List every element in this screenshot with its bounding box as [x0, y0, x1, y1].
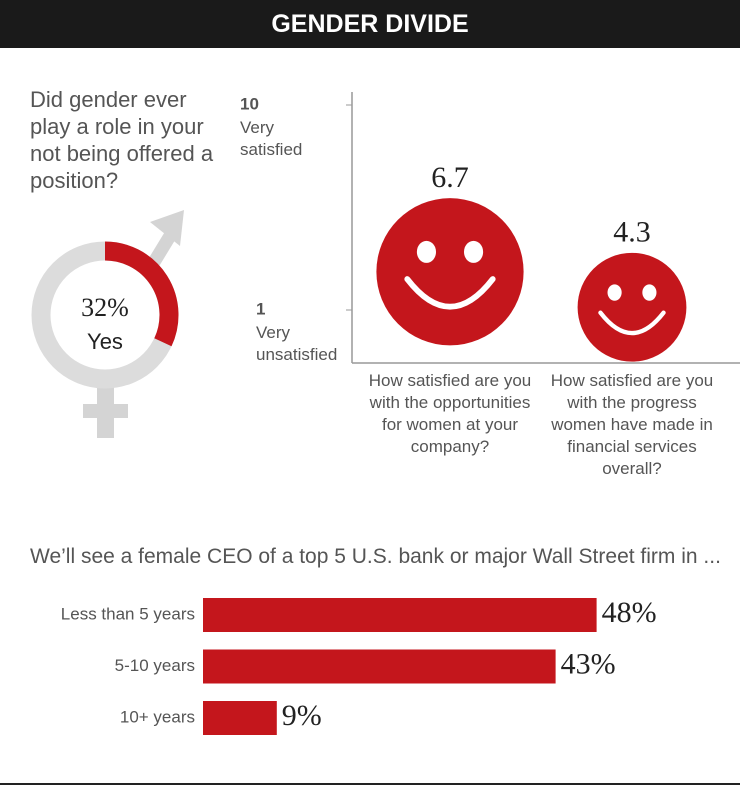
value-label: 9%: [282, 699, 322, 732]
bar: [203, 701, 277, 735]
donut-segment: [104, 241, 179, 347]
female-cross-bar: [83, 404, 128, 418]
value-label: 4.3: [613, 216, 651, 249]
category-label: How satisfied are you with the progress …: [550, 371, 714, 478]
value-label: 48%: [602, 596, 657, 629]
y-tick-label: 10: [240, 94, 259, 113]
page-title: GENDER DIVIDE: [271, 10, 469, 38]
category-label: 10+ years: [120, 707, 195, 726]
category-label: Yes: [87, 329, 123, 354]
category-label: How satisfied are you with the opportuni…: [368, 371, 532, 456]
header-bar: [0, 0, 740, 48]
smiley-eye: [642, 284, 657, 301]
smiley-face: [577, 252, 687, 362]
y-tick-caption: Very unsatisfied: [256, 323, 338, 364]
category-label: 5-10 years: [115, 656, 195, 675]
y-tick-caption: Very satisfied: [240, 118, 303, 159]
male-arrow-head: [150, 210, 184, 246]
value-label: 32%: [81, 293, 129, 322]
smiley-mouth: [404, 276, 496, 310]
bar: [203, 649, 556, 684]
bar-chart-title: We’ll see a female CEO of a top 5 U.S. b…: [30, 545, 721, 568]
value-label: 6.7: [431, 161, 469, 194]
question: Did gender ever play a role in your not …: [30, 87, 214, 193]
y-tick-label: 1: [256, 299, 265, 318]
smiley-eye: [416, 240, 437, 263]
smiley-mouth: [598, 310, 666, 336]
category-label: Less than 5 years: [61, 604, 195, 623]
value-label: 43%: [561, 647, 616, 680]
smiley-face: [376, 198, 524, 346]
smiley-eye: [463, 240, 484, 263]
bar: [203, 598, 597, 632]
smiley-eye: [607, 284, 622, 301]
